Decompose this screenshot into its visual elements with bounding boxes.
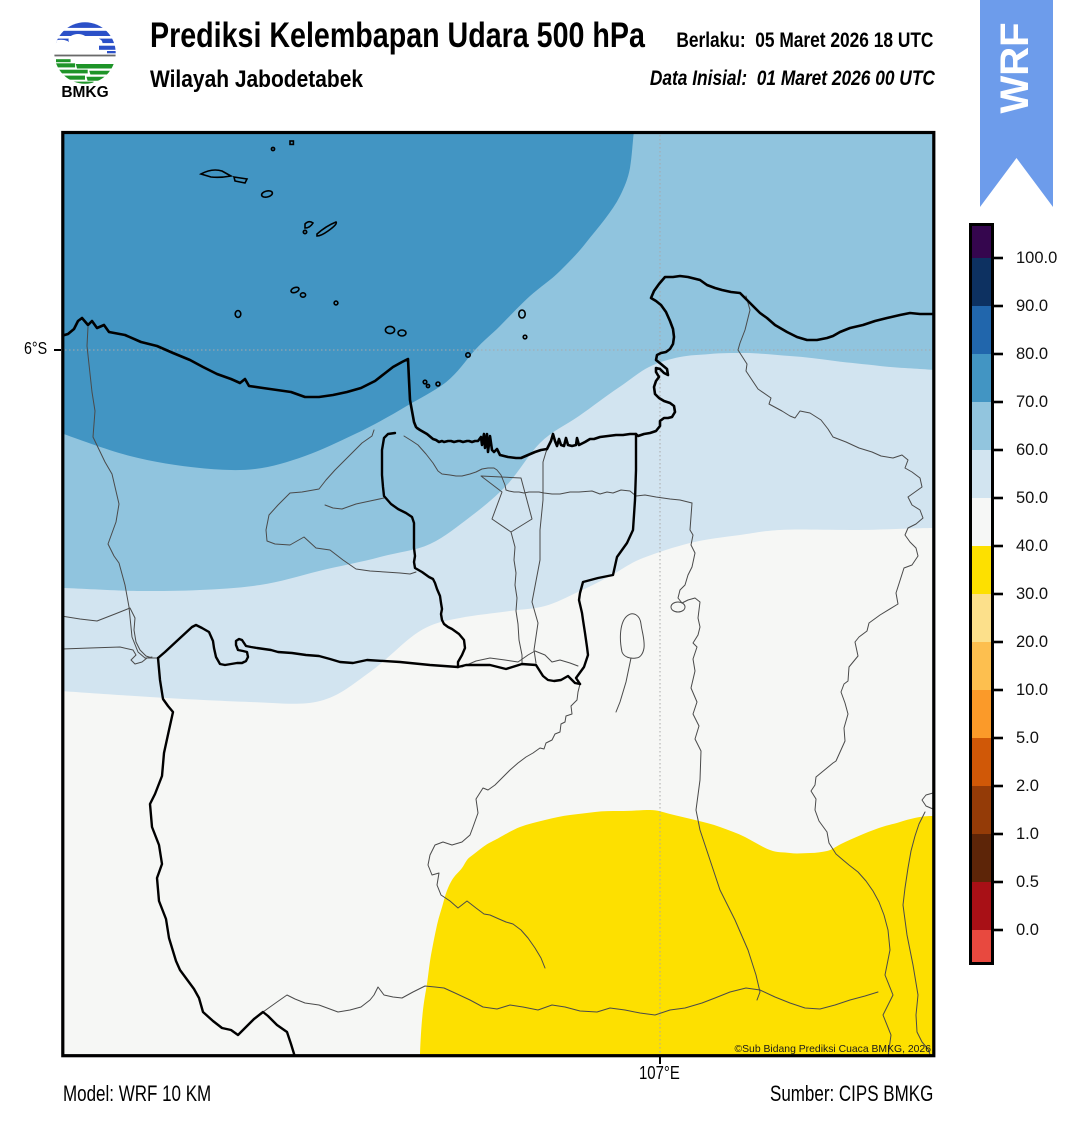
svg-text:10.0: 10.0 bbox=[1016, 681, 1048, 699]
svg-text:60.0: 60.0 bbox=[1016, 441, 1048, 459]
svg-text:0.0: 0.0 bbox=[1016, 921, 1039, 939]
svg-text:WRF: WRF bbox=[993, 22, 1037, 113]
svg-text:2.0: 2.0 bbox=[1016, 777, 1039, 795]
svg-text:1.0: 1.0 bbox=[1016, 825, 1039, 843]
svg-text:90.0: 90.0 bbox=[1016, 297, 1048, 315]
svg-text:50.0: 50.0 bbox=[1016, 489, 1048, 507]
svg-text:5.0: 5.0 bbox=[1016, 729, 1039, 747]
svg-text:BMKG: BMKG bbox=[61, 84, 108, 101]
svg-text:0.5: 0.5 bbox=[1016, 873, 1039, 891]
svg-text:©Sub Bidang Prediksi Cuaca BMK: ©Sub Bidang Prediksi Cuaca BMKG, 2026 bbox=[734, 1044, 931, 1055]
svg-text:20.0: 20.0 bbox=[1016, 633, 1048, 651]
svg-text:100.0: 100.0 bbox=[1016, 249, 1057, 267]
svg-text:40.0: 40.0 bbox=[1016, 537, 1048, 555]
svg-text:30.0: 30.0 bbox=[1016, 585, 1048, 603]
svg-text:70.0: 70.0 bbox=[1016, 393, 1048, 411]
svg-text:80.0: 80.0 bbox=[1016, 345, 1048, 363]
